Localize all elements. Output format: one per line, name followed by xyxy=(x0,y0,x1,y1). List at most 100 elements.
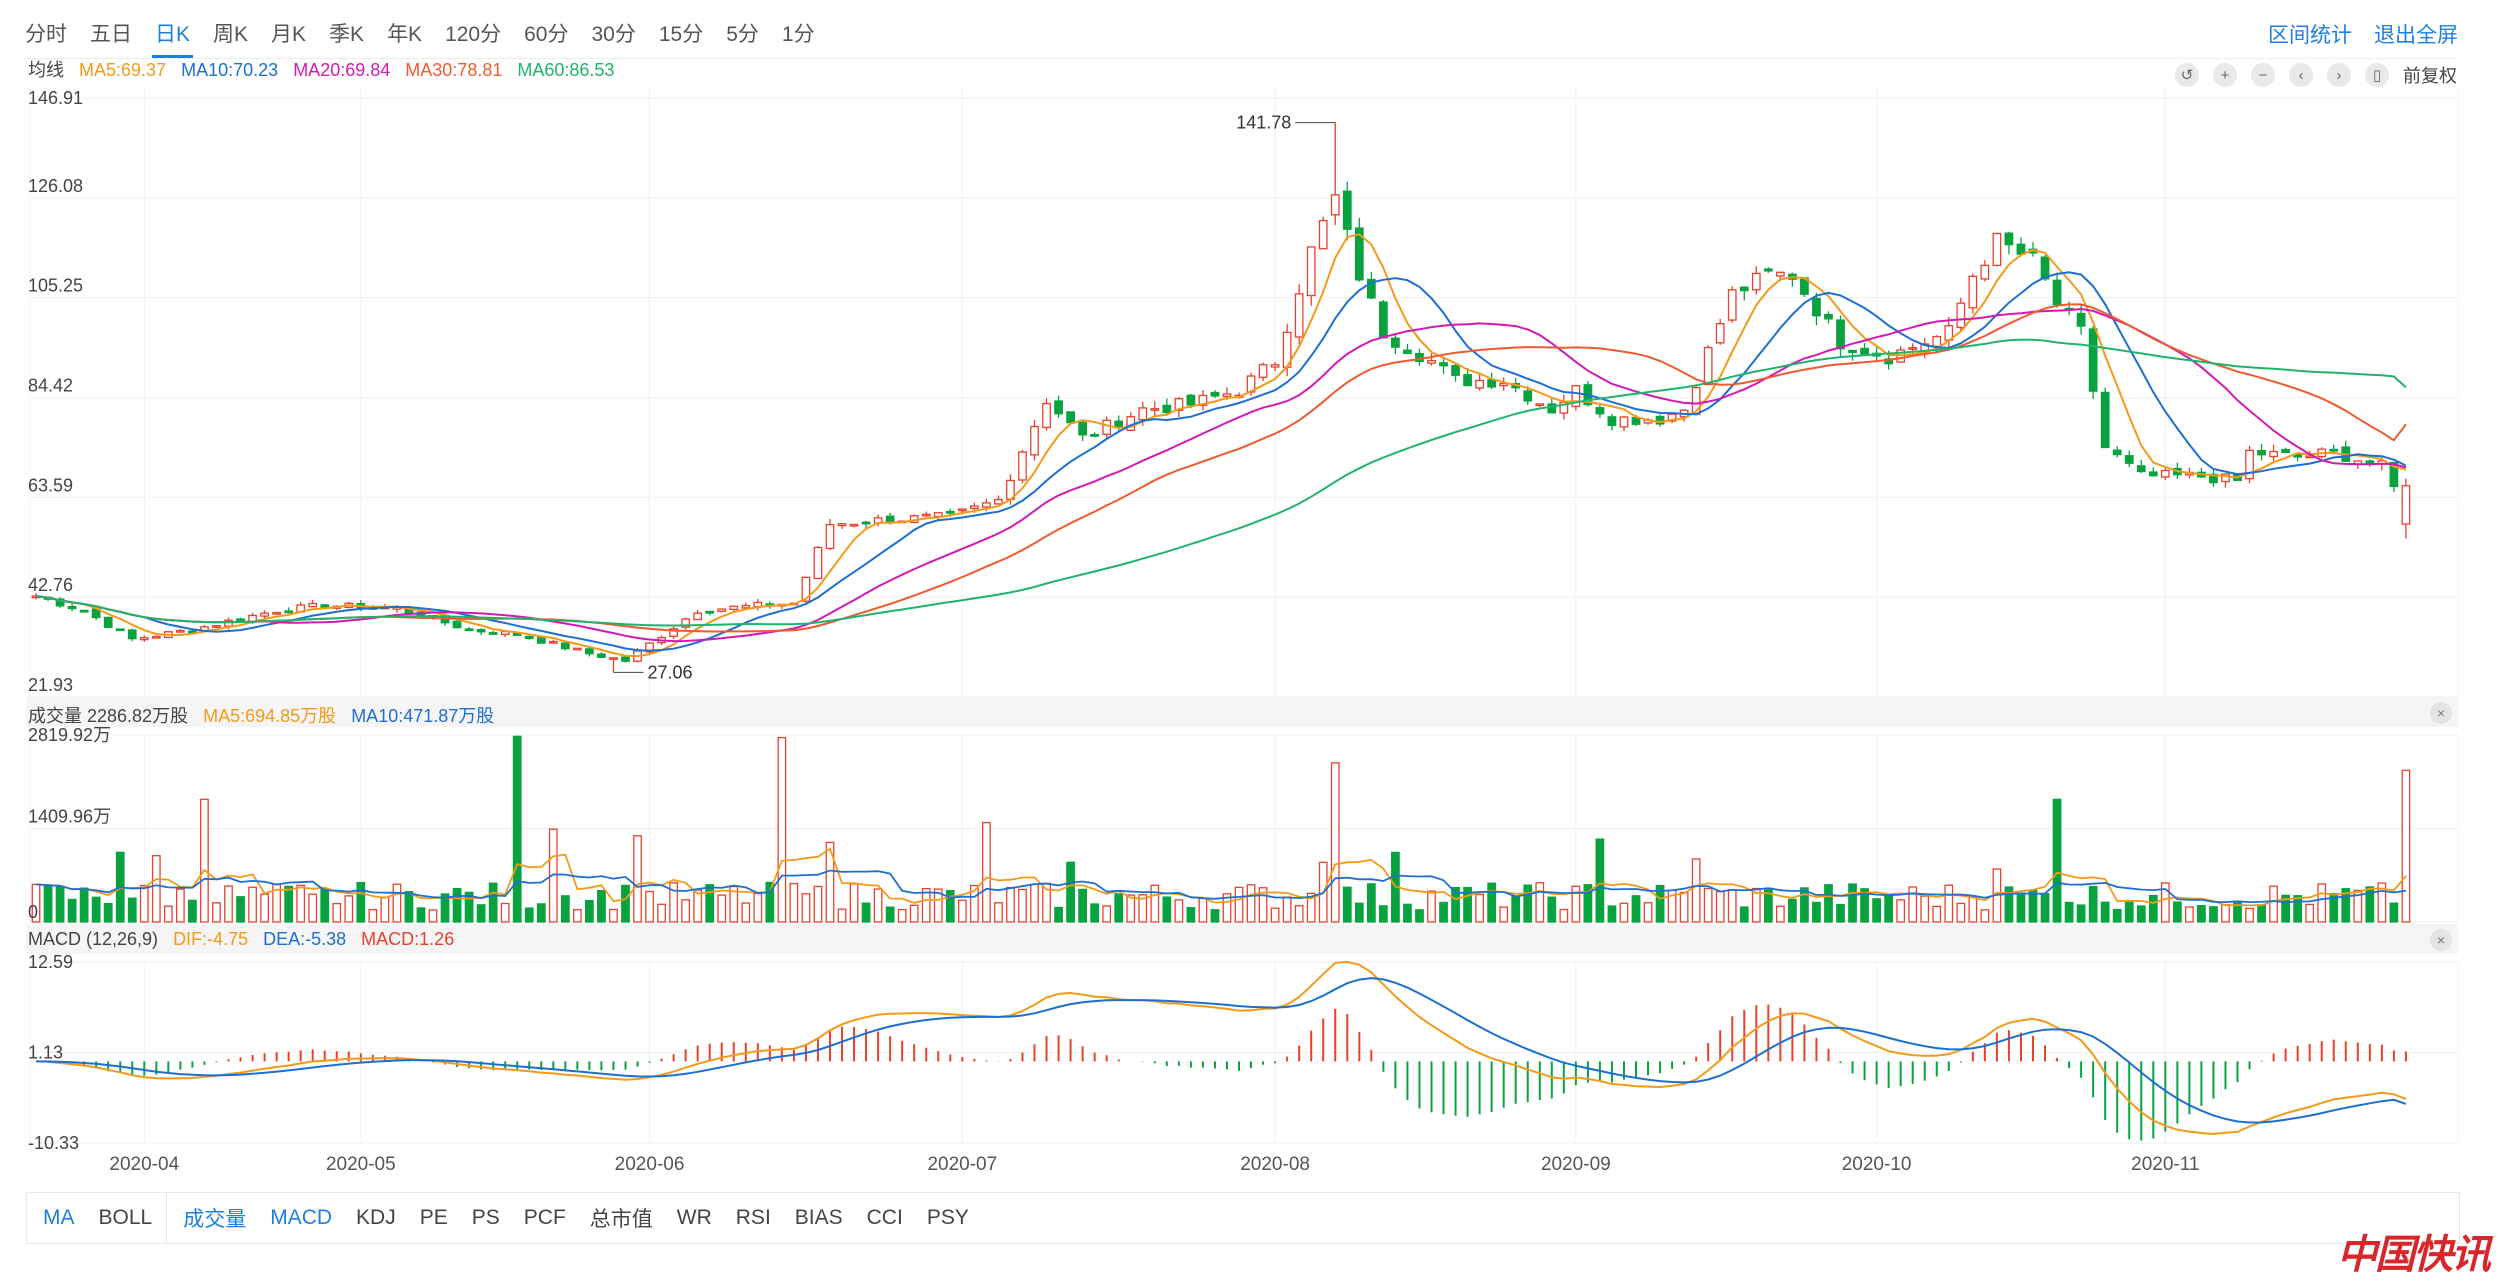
indicator-sub-10[interactable]: CCI xyxy=(866,1206,903,1229)
volume-bar xyxy=(103,903,113,923)
candle-body xyxy=(1727,289,1737,321)
candle-body xyxy=(2401,485,2411,525)
volume-bar xyxy=(2148,894,2158,923)
volume-bar xyxy=(2088,885,2098,923)
volume-bar xyxy=(1547,896,1557,923)
candle-body xyxy=(476,628,486,633)
tab-8[interactable]: 60分 xyxy=(524,23,569,46)
candle-body xyxy=(1836,319,1845,350)
volume-bar xyxy=(957,899,967,923)
tab-7[interactable]: 120分 xyxy=(445,23,502,46)
tab-6[interactable]: 年K xyxy=(387,23,423,46)
tab-0[interactable]: 分时 xyxy=(25,23,67,46)
candle-body xyxy=(1318,219,1328,250)
volume-bar xyxy=(284,885,294,923)
volume-ma5-line xyxy=(35,847,2407,907)
macd-legend: MACD (12,26,9) DIF:-4.75 DEA:-5.38 MACD:… xyxy=(28,929,464,950)
volume-bar xyxy=(657,903,666,923)
indicator-sub-4[interactable]: PS xyxy=(471,1206,500,1229)
close-macd-icon[interactable]: × xyxy=(2430,929,2452,951)
indicator-main-0[interactable]: MA xyxy=(43,1206,75,1229)
volume-bar xyxy=(2136,905,2146,923)
volume-bar xyxy=(1836,903,1845,923)
volume-bar xyxy=(1884,894,1894,923)
tab-1[interactable]: 五日 xyxy=(90,23,132,46)
candle-body xyxy=(1703,346,1713,386)
volume-bar xyxy=(1054,906,1063,923)
volume-bar xyxy=(1463,886,1472,923)
indicator-sub-6[interactable]: 总市值 xyxy=(589,1208,653,1231)
tab-11[interactable]: 5分 xyxy=(726,23,759,46)
indicator-main-1[interactable]: BOLL xyxy=(98,1206,153,1229)
candle-body xyxy=(2221,473,2230,483)
adjust-mode-label[interactable]: 前复权 xyxy=(2403,66,2457,86)
volume-bar xyxy=(801,893,811,923)
candle-body xyxy=(957,508,967,512)
ma60-line xyxy=(35,338,2407,627)
indicator-sub-11[interactable]: PSY xyxy=(926,1206,969,1229)
volume-bar xyxy=(1968,895,1978,923)
range-stats-link[interactable]: 区间统计 xyxy=(2268,24,2352,47)
volume-bar xyxy=(982,821,991,923)
volume-bar xyxy=(729,885,739,923)
volume-bar xyxy=(440,893,450,923)
candle-body xyxy=(1763,268,1773,272)
tab-2[interactable]: 日K xyxy=(152,10,194,58)
candle-body xyxy=(79,609,89,613)
indicator-sub-0[interactable]: 成交量 xyxy=(183,1208,247,1231)
candle-body xyxy=(139,637,149,641)
price-y-tick: 105.25 xyxy=(28,276,83,296)
volume-bar xyxy=(1980,909,1990,923)
candle-body xyxy=(945,510,955,514)
x-axis-tick: 2020-10 xyxy=(1842,1154,1912,1175)
volume-bar xyxy=(2172,901,2182,923)
volume-bar xyxy=(151,855,161,923)
watermark-logo: 中国快讯 xyxy=(2337,1233,2491,1277)
indicator-sub-1[interactable]: MACD xyxy=(270,1206,333,1229)
volume-bar xyxy=(1222,893,1232,923)
exit-fullscreen-link[interactable]: 退出全屏 xyxy=(2374,24,2458,47)
volume-bar xyxy=(1451,886,1460,923)
scroll-left-icon[interactable]: ‹ xyxy=(2289,63,2313,87)
volume-bar xyxy=(260,893,269,923)
tab-12[interactable]: 1分 xyxy=(781,23,815,46)
volume-bar xyxy=(1403,903,1412,923)
volume-bar xyxy=(344,895,354,923)
x-axis-tick: 2020-11 xyxy=(2131,1154,2199,1175)
volume-bar xyxy=(404,891,414,923)
undo-icon[interactable]: ↺ xyxy=(2175,63,2199,87)
tab-10[interactable]: 15分 xyxy=(658,23,704,46)
volume-bar xyxy=(1439,901,1448,923)
candle-body xyxy=(560,642,570,650)
candle-body xyxy=(1403,349,1412,355)
volume-bar xyxy=(897,908,907,923)
candle-body xyxy=(1378,301,1388,339)
close-volume-icon[interactable]: × xyxy=(2430,702,2452,724)
volume-ma10-line xyxy=(35,869,2407,904)
volume-bar xyxy=(1282,896,1292,923)
zoom-in-icon[interactable]: + xyxy=(2213,63,2237,87)
tab-3[interactable]: 周K xyxy=(213,23,249,46)
macd-legend-band xyxy=(26,924,2458,954)
volume-bar xyxy=(1535,882,1545,923)
candle-body xyxy=(115,628,125,632)
indicator-sub-9[interactable]: BIAS xyxy=(794,1206,843,1229)
scroll-right-icon[interactable]: › xyxy=(2327,63,2351,87)
candle-style-icon[interactable]: ▯ xyxy=(2365,63,2389,87)
zoom-out-icon[interactable]: − xyxy=(2251,63,2275,87)
indicator-sub-5[interactable]: PCF xyxy=(523,1206,566,1229)
period-toolbar: 分时 五日 日K 周K 月K 季K 年K 120分 60分 30分 15分 5分 1分 区间统计 退出全… xyxy=(22,10,2458,59)
volume-bar xyxy=(2269,885,2278,923)
candle-body xyxy=(669,628,678,637)
volume-bar xyxy=(139,884,149,923)
tab-9[interactable]: 30分 xyxy=(591,23,636,46)
volume-bar xyxy=(175,888,185,923)
indicator-sub-7[interactable]: WR xyxy=(676,1206,712,1229)
indicator-sub-8[interactable]: RSI xyxy=(735,1206,771,1229)
indicator-sub-2[interactable]: KDJ xyxy=(356,1206,396,1229)
indicator-sub-3[interactable]: PE xyxy=(419,1206,448,1229)
tab-4[interactable]: 月K xyxy=(271,23,307,46)
volume-bar xyxy=(91,896,101,923)
tab-5[interactable]: 季K xyxy=(329,23,365,46)
